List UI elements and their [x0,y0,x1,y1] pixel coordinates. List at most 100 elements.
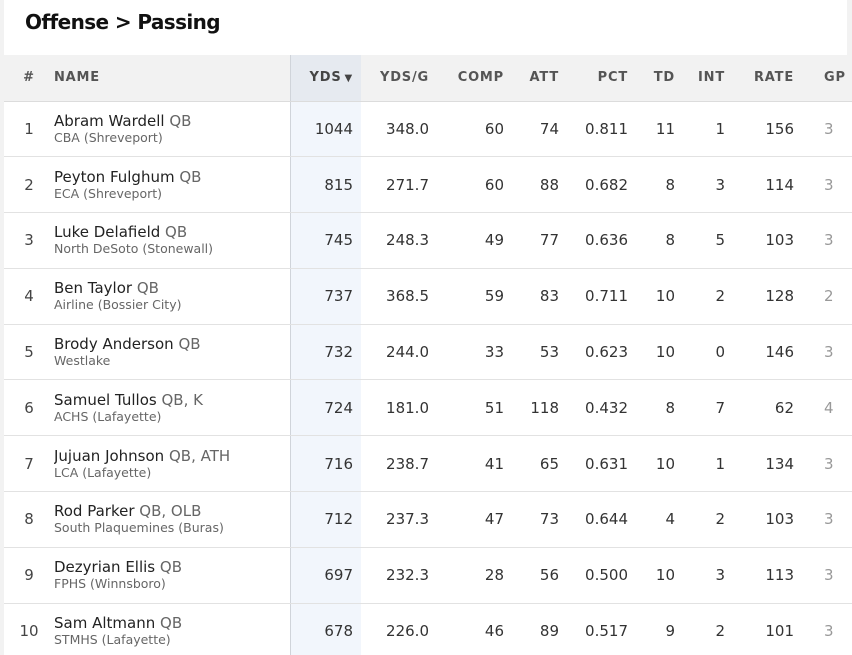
header-row: # NAME YDS ▼ YDS/G COMP ATT PCT TD INT RA… [4,55,852,102]
td-cell: 8 [636,156,683,214]
td-cell: 4 [636,491,683,548]
att-cell: 53 [512,324,567,381]
header-comp[interactable]: COMP [437,55,512,102]
player-position: QB [165,223,188,242]
player-line: Brody Anderson QB [54,335,290,353]
att-cell: 118 [512,379,567,437]
header-int[interactable]: INT [683,55,733,102]
ydsg-cell: 181.0 [361,379,437,437]
player-name-link[interactable]: Rod Parker [54,502,135,521]
player-name-link[interactable]: Samuel Tullos [54,390,157,409]
int-cell: 1 [683,101,733,158]
passing-stats-table: # NAME YDS ▼ YDS/G COMP ATT PCT TD INT RA… [4,55,852,655]
ydsg-cell: 237.3 [361,491,437,548]
player-school: Airline (Bossier City) [54,297,182,313]
player-cell[interactable]: Ben Taylor QB Airline (Bossier City) [54,268,290,325]
player-name-link[interactable]: Peyton Fulghum [54,167,175,186]
player-name-link[interactable]: Dezyrian Ellis [54,558,156,577]
header-yds[interactable]: YDS ▼ [289,55,361,102]
player-cell[interactable]: Jujuan Johnson QB, ATH LCA (Lafayette) [54,435,290,493]
comp-cell: 59 [437,268,512,325]
pct-cell: 0.644 [567,491,636,548]
player-line: Samuel Tullos QB, K [54,391,290,409]
table-row: 2 Peyton Fulghum QB ECA (Shreveport) 815… [4,156,852,214]
comp-cell: 60 [437,101,512,158]
gp-cell: 3 [802,212,852,269]
int-cell: 7 [683,379,733,437]
td-cell: 9 [636,603,683,655]
td-cell: 11 [636,101,683,158]
td-cell: 10 [636,547,683,604]
player-school: STMHS (Lafayette) [54,632,171,648]
player-name-link[interactable]: Ben Taylor [54,279,133,298]
player-name-link[interactable]: Sam Altmann [54,614,156,633]
rank-cell: 9 [4,547,54,604]
header-rate[interactable]: RATE [733,55,802,102]
table-row: 4 Ben Taylor QB Airline (Bossier City) 7… [4,268,852,325]
table-row: 6 Samuel Tullos QB, K ACHS (Lafayette) 7… [4,379,852,437]
player-name-link[interactable]: Brody Anderson [54,335,174,354]
gp-cell: 3 [802,156,852,214]
comp-cell: 46 [437,603,512,655]
gp-cell: 3 [802,101,852,158]
player-cell[interactable]: Brody Anderson QB Westlake [54,324,290,381]
yds-cell: 1044 [289,101,361,158]
player-cell[interactable]: Luke Delafield QB North DeSoto (Stonewal… [54,212,290,269]
comp-cell: 49 [437,212,512,269]
player-cell[interactable]: Sam Altmann QB STMHS (Lafayette) [54,603,290,655]
att-cell: 65 [512,435,567,493]
gp-cell: 3 [802,435,852,493]
comp-cell: 47 [437,491,512,548]
rate-cell: 62 [733,379,802,437]
player-school: South Plaquemines (Buras) [54,520,224,536]
rank-cell: 5 [4,324,54,381]
ydsg-cell: 248.3 [361,212,437,269]
table-row: 7 Jujuan Johnson QB, ATH LCA (Lafayette)… [4,435,852,493]
int-cell: 2 [683,603,733,655]
header-name[interactable]: NAME [54,55,290,102]
pct-cell: 0.682 [567,156,636,214]
player-position: QB [160,614,183,633]
header-td[interactable]: TD [636,55,683,102]
att-cell: 74 [512,101,567,158]
table-row: 5 Brody Anderson QB Westlake 732 244.0 3… [4,324,852,381]
player-name-link[interactable]: Jujuan Johnson [54,446,165,465]
player-line: Ben Taylor QB [54,279,290,297]
rank-cell: 7 [4,435,54,493]
yds-cell: 724 [289,379,361,437]
player-cell[interactable]: Dezyrian Ellis QB FPHS (Winnsboro) [54,547,290,604]
int-cell: 0 [683,324,733,381]
td-cell: 8 [636,379,683,437]
player-cell[interactable]: Abram Wardell QB CBA (Shreveport) [54,101,290,158]
player-name-link[interactable]: Abram Wardell [54,111,165,130]
player-line: Abram Wardell QB [54,112,290,130]
player-name-link[interactable]: Luke Delafield [54,223,161,242]
int-cell: 2 [683,491,733,548]
int-cell: 2 [683,268,733,325]
header-att[interactable]: ATT [512,55,567,102]
header-yds-label: YDS [309,70,342,86]
player-cell[interactable]: Rod Parker QB, OLB South Plaquemines (Bu… [54,491,290,548]
rate-cell: 103 [733,212,802,269]
rate-cell: 146 [733,324,802,381]
pct-cell: 0.623 [567,324,636,381]
td-cell: 10 [636,435,683,493]
player-school: LCA (Lafayette) [54,464,152,480]
gp-cell: 3 [802,491,852,548]
player-position: QB [159,558,183,577]
player-cell[interactable]: Samuel Tullos QB, K ACHS (Lafayette) [54,379,290,437]
ydsg-cell: 348.0 [361,101,437,158]
header-ydsg[interactable]: YDS/G [361,55,437,102]
pct-cell: 0.500 [567,547,636,604]
header-rank: # [4,55,54,102]
ydsg-cell: 244.0 [361,324,437,381]
comp-cell: 60 [437,156,512,214]
int-cell: 1 [683,435,733,493]
header-pct[interactable]: PCT [567,55,636,102]
player-cell[interactable]: Peyton Fulghum QB ECA (Shreveport) [54,156,290,214]
rank-cell: 3 [4,212,54,269]
player-position: QB [136,279,159,298]
player-school: CBA (Shreveport) [54,129,163,145]
header-gp[interactable]: GP [802,55,852,102]
gp-cell: 2 [802,268,852,325]
